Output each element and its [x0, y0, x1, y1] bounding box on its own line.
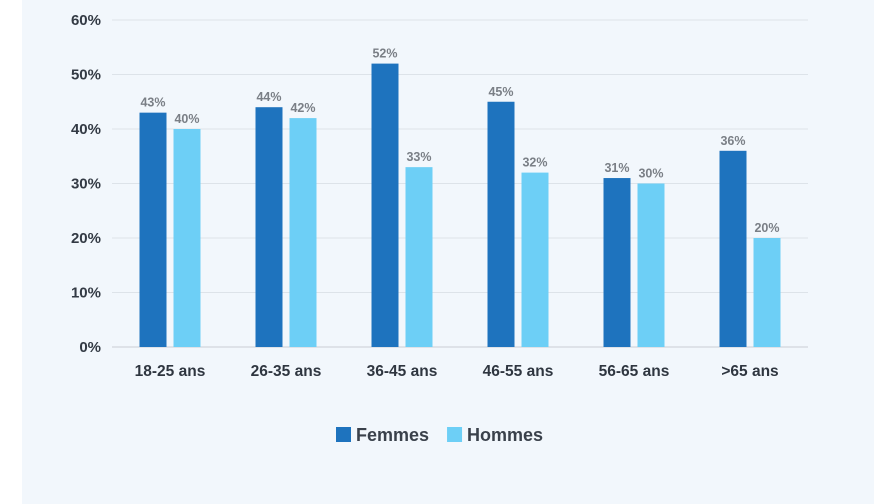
data-label: 44%	[256, 90, 281, 104]
bar-hommes	[289, 118, 317, 347]
bar-femmes	[719, 150, 747, 347]
x-category-label: 26-35 ans	[251, 363, 322, 380]
y-tick-label: 10%	[71, 285, 101, 302]
bar-hommes	[521, 172, 549, 347]
data-label: 42%	[290, 101, 315, 115]
bar-femmes	[371, 63, 399, 347]
x-category-label: >65 ans	[721, 363, 778, 380]
y-tick-label: 0%	[79, 339, 101, 356]
y-tick-label: 20%	[71, 230, 101, 247]
y-tick-label: 50%	[71, 67, 101, 84]
data-label: 20%	[754, 221, 779, 235]
gridlines	[112, 19, 808, 348]
bar-femmes	[139, 112, 167, 348]
x-axis-categories: 18-25 ans 26-35 ans 36-45 ans 46-55 ans 56-6…	[135, 363, 779, 380]
data-label: 43%	[140, 96, 165, 110]
data-label: 45%	[488, 85, 513, 99]
legend-label-hommes: Hommes	[467, 425, 543, 445]
bar-hommes	[637, 183, 665, 347]
y-tick-label: 60%	[71, 12, 101, 29]
bar-hommes	[753, 238, 781, 347]
legend-label-femmes: Femmes	[356, 425, 429, 445]
bar-femmes	[603, 178, 631, 347]
data-label: 52%	[372, 47, 397, 61]
bars	[139, 63, 781, 348]
bar-hommes	[405, 167, 433, 347]
bar-hommes	[173, 129, 201, 347]
data-label: 33%	[406, 150, 431, 164]
bar-femmes	[255, 107, 283, 347]
y-axis-ticks: 0% 10% 20% 30% 40% 50% 60%	[71, 12, 101, 356]
x-category-label: 36-45 ans	[367, 363, 438, 380]
data-label: 36%	[720, 134, 745, 148]
data-label: 32%	[522, 156, 547, 170]
x-category-label: 46-55 ans	[483, 363, 554, 380]
bar-femmes	[487, 101, 515, 347]
legend-swatch-femmes	[336, 427, 351, 442]
y-tick-label: 40%	[71, 121, 101, 138]
y-tick-label: 30%	[71, 176, 101, 193]
legend: Femmes Hommes	[336, 425, 543, 445]
x-category-label: 18-25 ans	[135, 363, 206, 380]
legend-swatch-hommes	[447, 427, 463, 442]
data-label: 31%	[604, 161, 629, 175]
data-label: 30%	[638, 167, 663, 181]
data-labels: 43% 40% 44% 42% 52% 33% 45% 32% 31% 30% 36% 20%	[140, 47, 779, 235]
x-category-label: 56-65 ans	[599, 363, 670, 380]
data-label: 40%	[174, 112, 199, 126]
